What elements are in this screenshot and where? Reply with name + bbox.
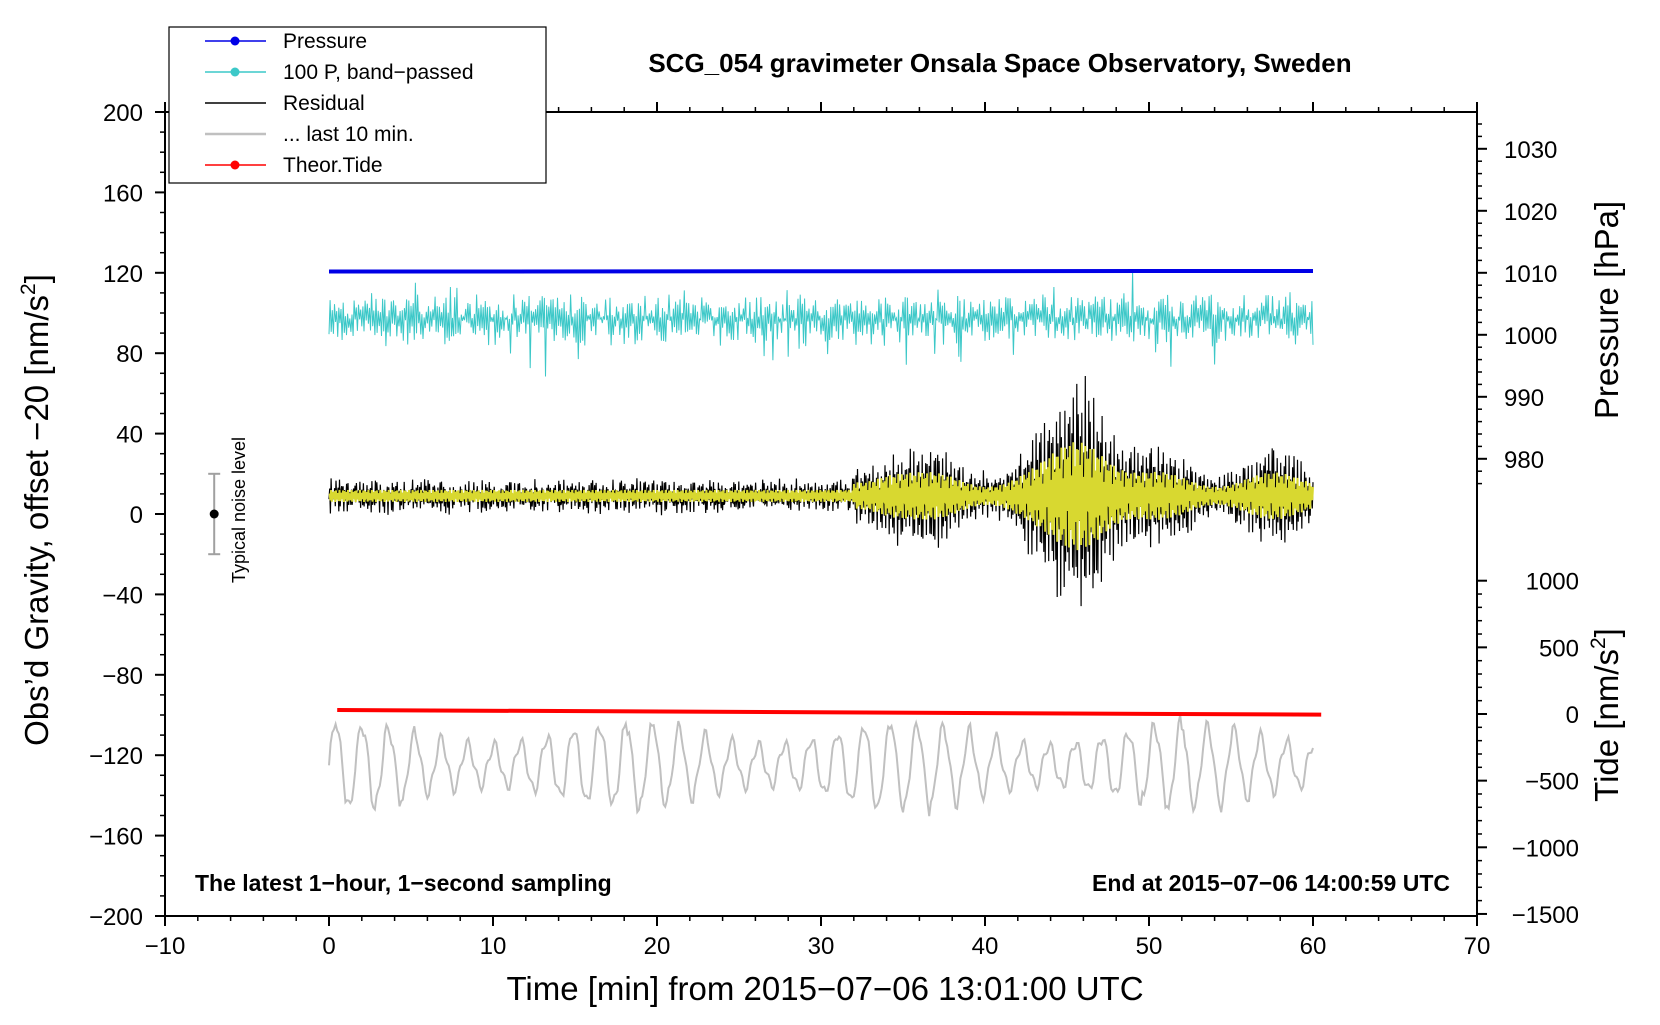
y-tick-label-left: 40 [116,422,143,449]
y-tick-label-left: 200 [103,100,143,127]
band-passed-line [328,271,1314,377]
legend-marker-band_passed [230,67,240,77]
y-tick-label-left: −80 [102,663,143,690]
y-axis-label-left-sup: 2 [17,283,40,295]
x-tick-label: 0 [322,933,335,960]
x-tick-label: 70 [1464,933,1491,960]
legend-marker-tide [230,160,240,170]
pressure-line [328,268,1314,274]
tide-axis-label-sup: 2 [1587,637,1610,649]
tide-axis-label: Tide [nm/s2] [1587,628,1625,802]
legend: Pressure 100 P, band−passed Residual ...… [168,26,547,184]
y-tick-label-left: −160 [89,824,143,851]
tide-tick-label: 500 [1539,635,1579,662]
y-tick-label-left: 80 [116,341,143,368]
legend-last-10-min: ... last 10 min. [283,123,414,146]
series-layer [208,268,1322,817]
x-tick-label: 50 [1136,933,1163,960]
pressure-tick-label: 1030 [1504,137,1557,164]
pressure-axis-label: Pressure [hPa] [1588,201,1625,419]
noise-level-label: Typical noise level [229,437,249,583]
sampling-note: The latest 1−hour, 1−second sampling [195,870,612,896]
y-tick-label-left: −120 [89,743,143,770]
legend-box [168,26,547,184]
filtered-residual-line [328,442,1314,551]
pressure-tick-label: 1000 [1504,323,1557,350]
y-tick-label-left: 160 [103,180,143,207]
y-axis-label-left: Obs’d Gravity, offset −20 [nm/s2] [17,274,55,746]
tide-axis-label-end: ] [1588,628,1625,637]
tide-tick-label: 1000 [1526,569,1579,596]
y-tick-label-left: −200 [89,904,143,931]
x-tick-label: 40 [972,933,999,960]
x-tick-label: −10 [145,933,186,960]
last-10-min-line [328,714,1314,817]
tide-tick-label: 0 [1566,702,1579,729]
x-axis-label: Time [min] from 2015−07−06 13:01:00 UTC [506,970,1143,1007]
tide-line [337,708,1322,717]
tide-axis-label-text: Tide [nm/s [1588,649,1625,802]
y-tick-label-left: 0 [130,502,143,529]
chart-title: SCG_054 gravimeter Onsala Space Observat… [648,48,1351,78]
pressure-tick-label: 1010 [1504,261,1557,288]
x-tick-label: 20 [644,933,671,960]
noise-bar-dot [209,509,219,519]
tide-tick-label: −1500 [1512,902,1579,929]
y-axis-label-left-text: Obs’d Gravity, offset −20 [nm/s [18,295,55,746]
legend-marker-pressure [230,36,240,46]
tide-tick-label: −500 [1525,769,1579,796]
legend-pressure: Pressure [283,30,367,53]
y-tick-label-left: 120 [103,261,143,288]
tide-tick-label: −1000 [1512,835,1579,862]
y-tick-label-left: −40 [102,582,143,609]
end-time-note: End at 2015−07−06 14:00:59 UTC [1092,870,1450,896]
legend-theor-tide: Theor.Tide [283,154,383,177]
pressure-tick-label: 980 [1504,447,1544,474]
legend-band-passed: 100 P, band−passed [283,61,474,84]
legend-residual: Residual [283,92,365,115]
axes-layer: −10 0 10 20 30 40 50 60 7020016012080400−40−80−1… [89,100,1579,960]
x-tick-label: 60 [1300,933,1327,960]
y-axis-label-left-end: ] [18,274,55,283]
x-tick-label: 10 [480,933,507,960]
x-tick-label: 30 [808,933,835,960]
pressure-tick-label: 1020 [1504,199,1557,226]
pressure-tick-label: 990 [1504,385,1544,412]
